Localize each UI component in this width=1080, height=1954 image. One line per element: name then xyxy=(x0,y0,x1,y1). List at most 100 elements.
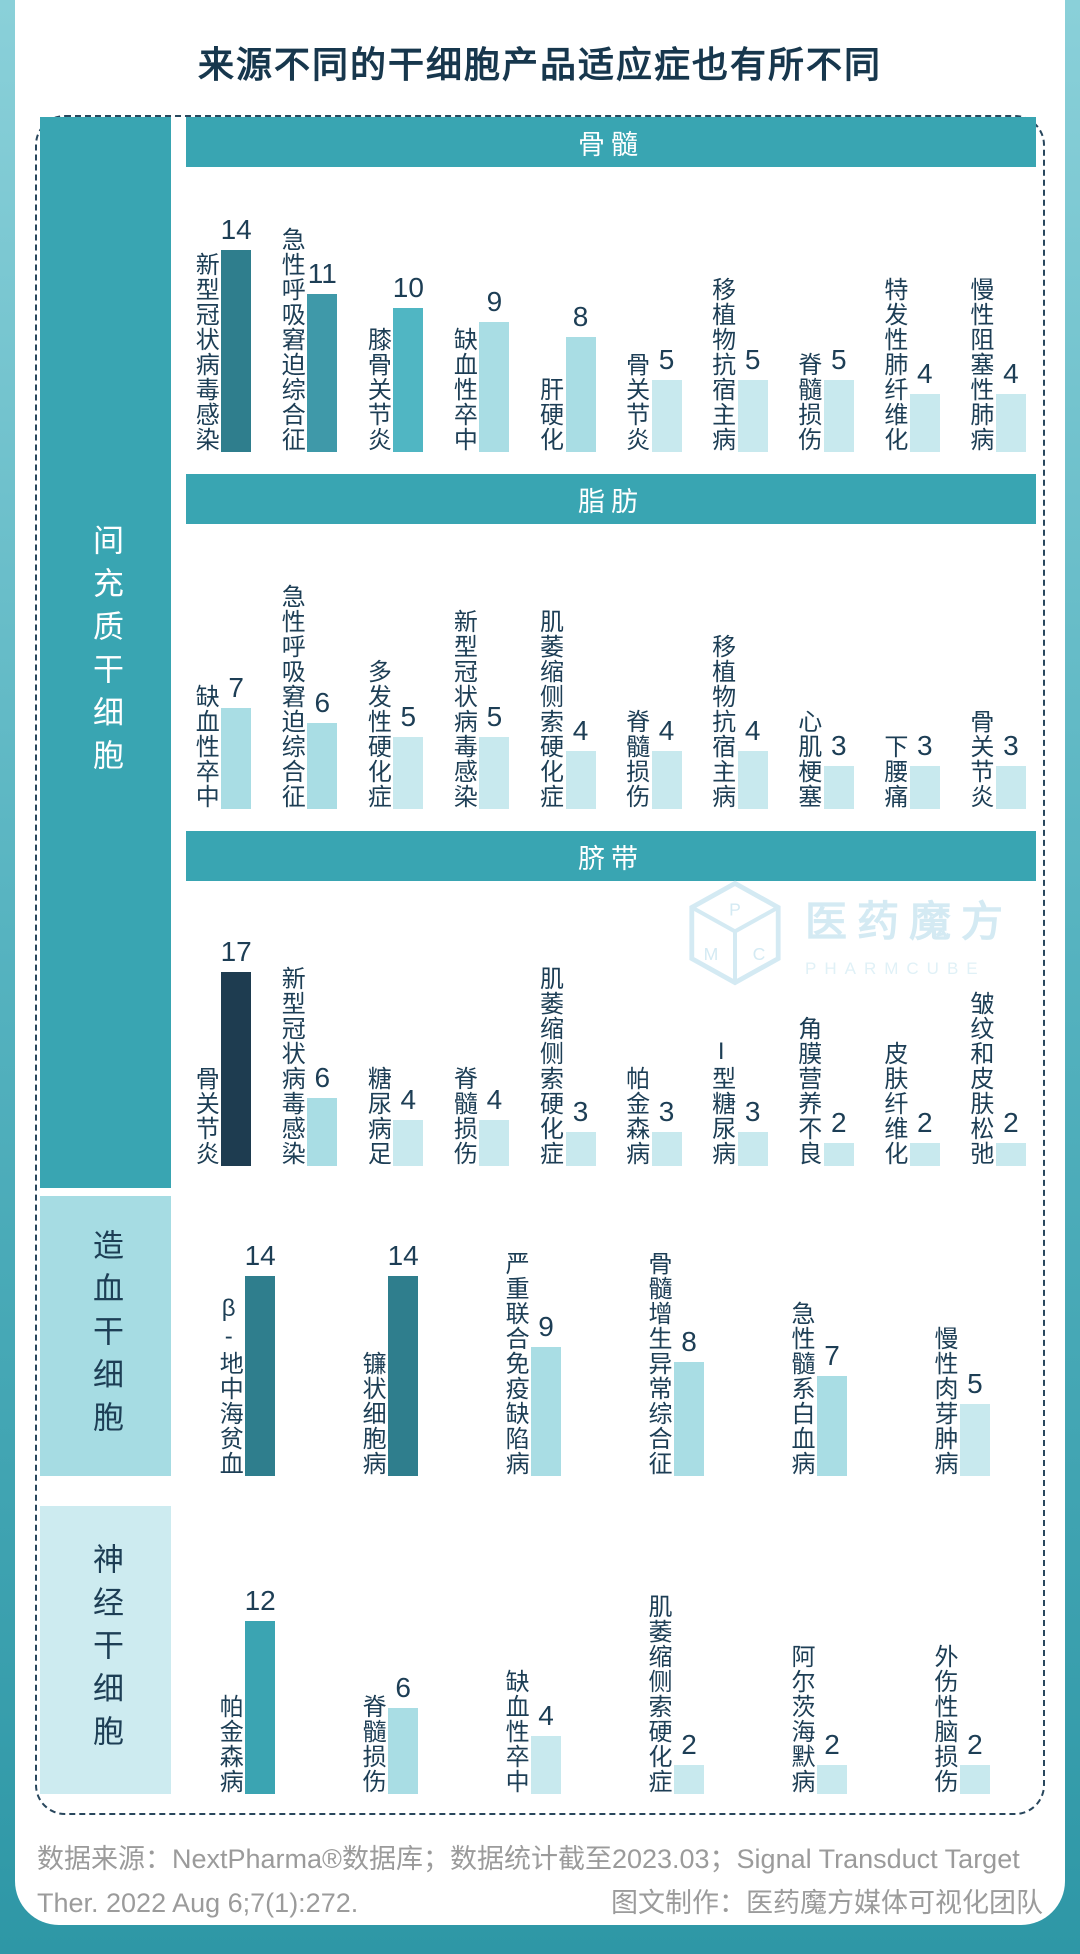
sidebar-block: 造血干细胞 xyxy=(40,1196,171,1476)
bar-value-label: 4 xyxy=(658,715,675,746)
chart-bar: 9 xyxy=(479,286,510,452)
footer: 数据来源：NextPharma®数据库；数据统计截至2023.03；Signal… xyxy=(37,1838,1043,1925)
bar-chart-row: 缺血性卒中 7 急性呼吸窘迫综合征 6 多发性硬化症 5 新型冠状病毒感染 5 肌萎缩侧索硬化症… xyxy=(186,524,1036,831)
sidebar-label: 造血干细胞 xyxy=(88,1228,123,1444)
chart-bar: 5 xyxy=(479,701,510,809)
bar-value-label: 2 xyxy=(917,1107,933,1138)
chart-item: 阿尔茨海默病 2 xyxy=(787,1644,847,1794)
chart-frame: 间充质干细胞 骨髓 新型冠状病毒感染 14 急性呼吸窘迫综合征 11 膝骨关节炎 10 缺血性卒… xyxy=(35,115,1045,1815)
bar-category-label: 骨关节炎 xyxy=(621,352,649,452)
chart-item: I型糖尿病 3 xyxy=(708,1038,768,1166)
tissue-header-band: 骨髓 xyxy=(186,117,1036,167)
chart-bar: 12 xyxy=(245,1585,276,1794)
chart-item: 多发性硬化症 5 xyxy=(363,659,424,809)
bar-category-label: 骨髓增生异常综合征 xyxy=(644,1251,672,1476)
stem-group-1: 间充质干细胞 骨髓 新型冠状病毒感染 14 急性呼吸窘迫综合征 11 膝骨关节炎 10 缺血性卒… xyxy=(40,117,1043,1188)
chart-bar: 2 xyxy=(823,1107,854,1166)
bar-value-label: 6 xyxy=(314,687,331,718)
bar-category-label: 糖尿病足 xyxy=(363,1066,391,1166)
bar-category-label: 急性髓系白血病 xyxy=(787,1301,814,1476)
chart-item: 脊髓损伤 6 xyxy=(358,1672,419,1794)
bar-category-label: 缺血性卒中 xyxy=(501,1669,529,1794)
chart-item: 脊髓损伤 4 xyxy=(622,709,682,809)
bar-value-label: 4 xyxy=(744,715,761,746)
chart-bar: 2 xyxy=(817,1729,847,1794)
chart-bar: 5 xyxy=(393,701,424,809)
bar-category-label: 下腰痛 xyxy=(879,734,907,809)
chart-bar: 4 xyxy=(909,358,940,452)
tissue-header-label: 骨髓 xyxy=(578,129,644,160)
chart-item: 肌萎缩侧索硬化症 3 xyxy=(535,966,596,1166)
chart-item: 下腰痛 3 xyxy=(879,730,940,809)
bar-category-label: 外伤性脑损伤 xyxy=(929,1644,957,1794)
group-content: 帕金森病 12 脊髓损伤 6 缺血性卒中 4 肌萎缩侧索硬化症 2 阿尔茨海默病 2 外伤性脑损伤 2 xyxy=(186,1506,1036,1794)
chart-item: 肝硬化 8 xyxy=(535,301,596,452)
bar-category-label: 慢性肉芽肿病 xyxy=(929,1326,957,1476)
bar-value-label: 4 xyxy=(1003,358,1019,389)
bar-value-label: 5 xyxy=(658,344,675,375)
bar-value-label: 4 xyxy=(486,1084,503,1115)
chart-bar: 4 xyxy=(995,358,1026,452)
chart-bar: 4 xyxy=(651,715,682,809)
bar-category-label: 骨关节炎 xyxy=(191,1066,219,1166)
bar-value-label: 4 xyxy=(572,715,589,746)
chart-item: 脊髓损伤 4 xyxy=(449,1066,510,1166)
chart-bar: 14 xyxy=(221,214,252,452)
bar-value-label: 4 xyxy=(400,1084,417,1115)
chart-item: 外伤性脑损伤 2 xyxy=(929,1644,990,1794)
chart-bar: 6 xyxy=(307,687,338,809)
chart-item: 急性呼吸窘迫综合征 6 xyxy=(277,584,338,809)
footer-source-line: 数据来源：NextPharma®数据库；数据统计截至2023.03；Signal… xyxy=(37,1844,1020,1874)
sidebar-label: 神经干细胞 xyxy=(88,1542,123,1758)
bar-category-label: 肌萎缩侧索硬化症 xyxy=(644,1594,672,1794)
chart-item: 新型冠状病毒感染 6 xyxy=(277,966,338,1166)
bar-category-label: 肌萎缩侧索硬化症 xyxy=(535,609,563,809)
chart-item: 急性呼吸窘迫综合征 11 xyxy=(277,227,338,452)
tissue-header-band: 脂肪 xyxy=(186,474,1036,524)
group-content: β-地中海贫血 14 镰状细胞病 14 严重联合免疫缺陷病 9 骨髓增生异常综合征 8 急性髓系… xyxy=(186,1196,1036,1476)
chart-item: 骨髓增生异常综合征 8 xyxy=(644,1251,705,1476)
chart-bar: 4 xyxy=(531,1700,562,1794)
bar-category-label: 角膜营养不良 xyxy=(793,1016,821,1166)
bar-category-label: 脊髓损伤 xyxy=(358,1694,386,1794)
chart-item: 移植物抗宿主病 4 xyxy=(707,634,768,809)
bar-chart-row: β-地中海贫血 14 镰状细胞病 14 严重联合免疫缺陷病 9 骨髓增生异常综合征 8 急性髓系… xyxy=(186,1196,1036,1476)
group-content: 骨髓 新型冠状病毒感染 14 急性呼吸窘迫综合征 11 膝骨关节炎 10 缺血性卒中 9 肝硬化 8… xyxy=(186,117,1036,1188)
chart-bar: 2 xyxy=(995,1107,1026,1166)
chart-item: 皱纹和皮肤松弛 2 xyxy=(965,991,1026,1166)
bar-category-label: 慢性阻塞性肺病 xyxy=(965,277,993,452)
chart-bar: 11 xyxy=(307,258,338,452)
bar-category-label: 新型冠状病毒感染 xyxy=(191,252,219,452)
chart-item: 角膜营养不良 2 xyxy=(793,1016,854,1166)
bar-category-label: 阿尔茨海默病 xyxy=(787,1644,814,1794)
bar-category-label: 多发性硬化症 xyxy=(363,659,391,809)
chart-bar: 5 xyxy=(737,344,768,452)
chart-item: 膝骨关节炎 10 xyxy=(363,272,424,452)
stem-group-2: 造血干细胞 β-地中海贫血 14 镰状细胞病 14 严重联合免疫缺陷病 9 骨髓增生异常综合征… xyxy=(40,1196,1043,1476)
chart-bar: 3 xyxy=(737,1096,768,1166)
bar-value-label: 8 xyxy=(572,301,589,332)
chart-bar: 7 xyxy=(221,672,252,809)
chart-bar: 5 xyxy=(651,344,682,452)
bar-category-label: 皱纹和皮肤松弛 xyxy=(965,991,993,1166)
sidebar-label: 间充质干细胞 xyxy=(88,523,123,782)
bar-category-label: 移植物抗宿主病 xyxy=(707,634,735,809)
bar-value-label: 3 xyxy=(830,730,847,761)
bar-value-label: 14 xyxy=(220,214,252,245)
stem-cell-groups: 间充质干细胞 骨髓 新型冠状病毒感染 14 急性呼吸窘迫综合征 11 膝骨关节炎 10 缺血性卒… xyxy=(37,117,1043,1794)
tissue-header-label: 脂肪 xyxy=(578,486,644,517)
bar-value-label: 2 xyxy=(1003,1107,1019,1138)
bar-value-label: 5 xyxy=(400,701,417,732)
bar-chart-row: 骨关节炎 17 新型冠状病毒感染 6 糖尿病足 4 脊髓损伤 4 肌萎缩侧索硬化症 3 帕金森病 3 I… xyxy=(186,881,1036,1188)
bar-value-label: 12 xyxy=(244,1585,276,1616)
chart-bar: 5 xyxy=(959,1368,990,1476)
bar-value-label: 3 xyxy=(1003,730,1019,761)
chart-bar: 6 xyxy=(307,1062,338,1166)
bar-category-label: 肌萎缩侧索硬化症 xyxy=(535,966,563,1166)
chart-item: β-地中海贫血 14 xyxy=(215,1240,276,1476)
chart-bar: 4 xyxy=(737,715,768,809)
bar-value-label: 6 xyxy=(314,1062,331,1093)
bar-category-label: 肝硬化 xyxy=(535,377,563,452)
chart-bar: 14 xyxy=(245,1240,276,1476)
chart-bar: 2 xyxy=(674,1729,705,1794)
